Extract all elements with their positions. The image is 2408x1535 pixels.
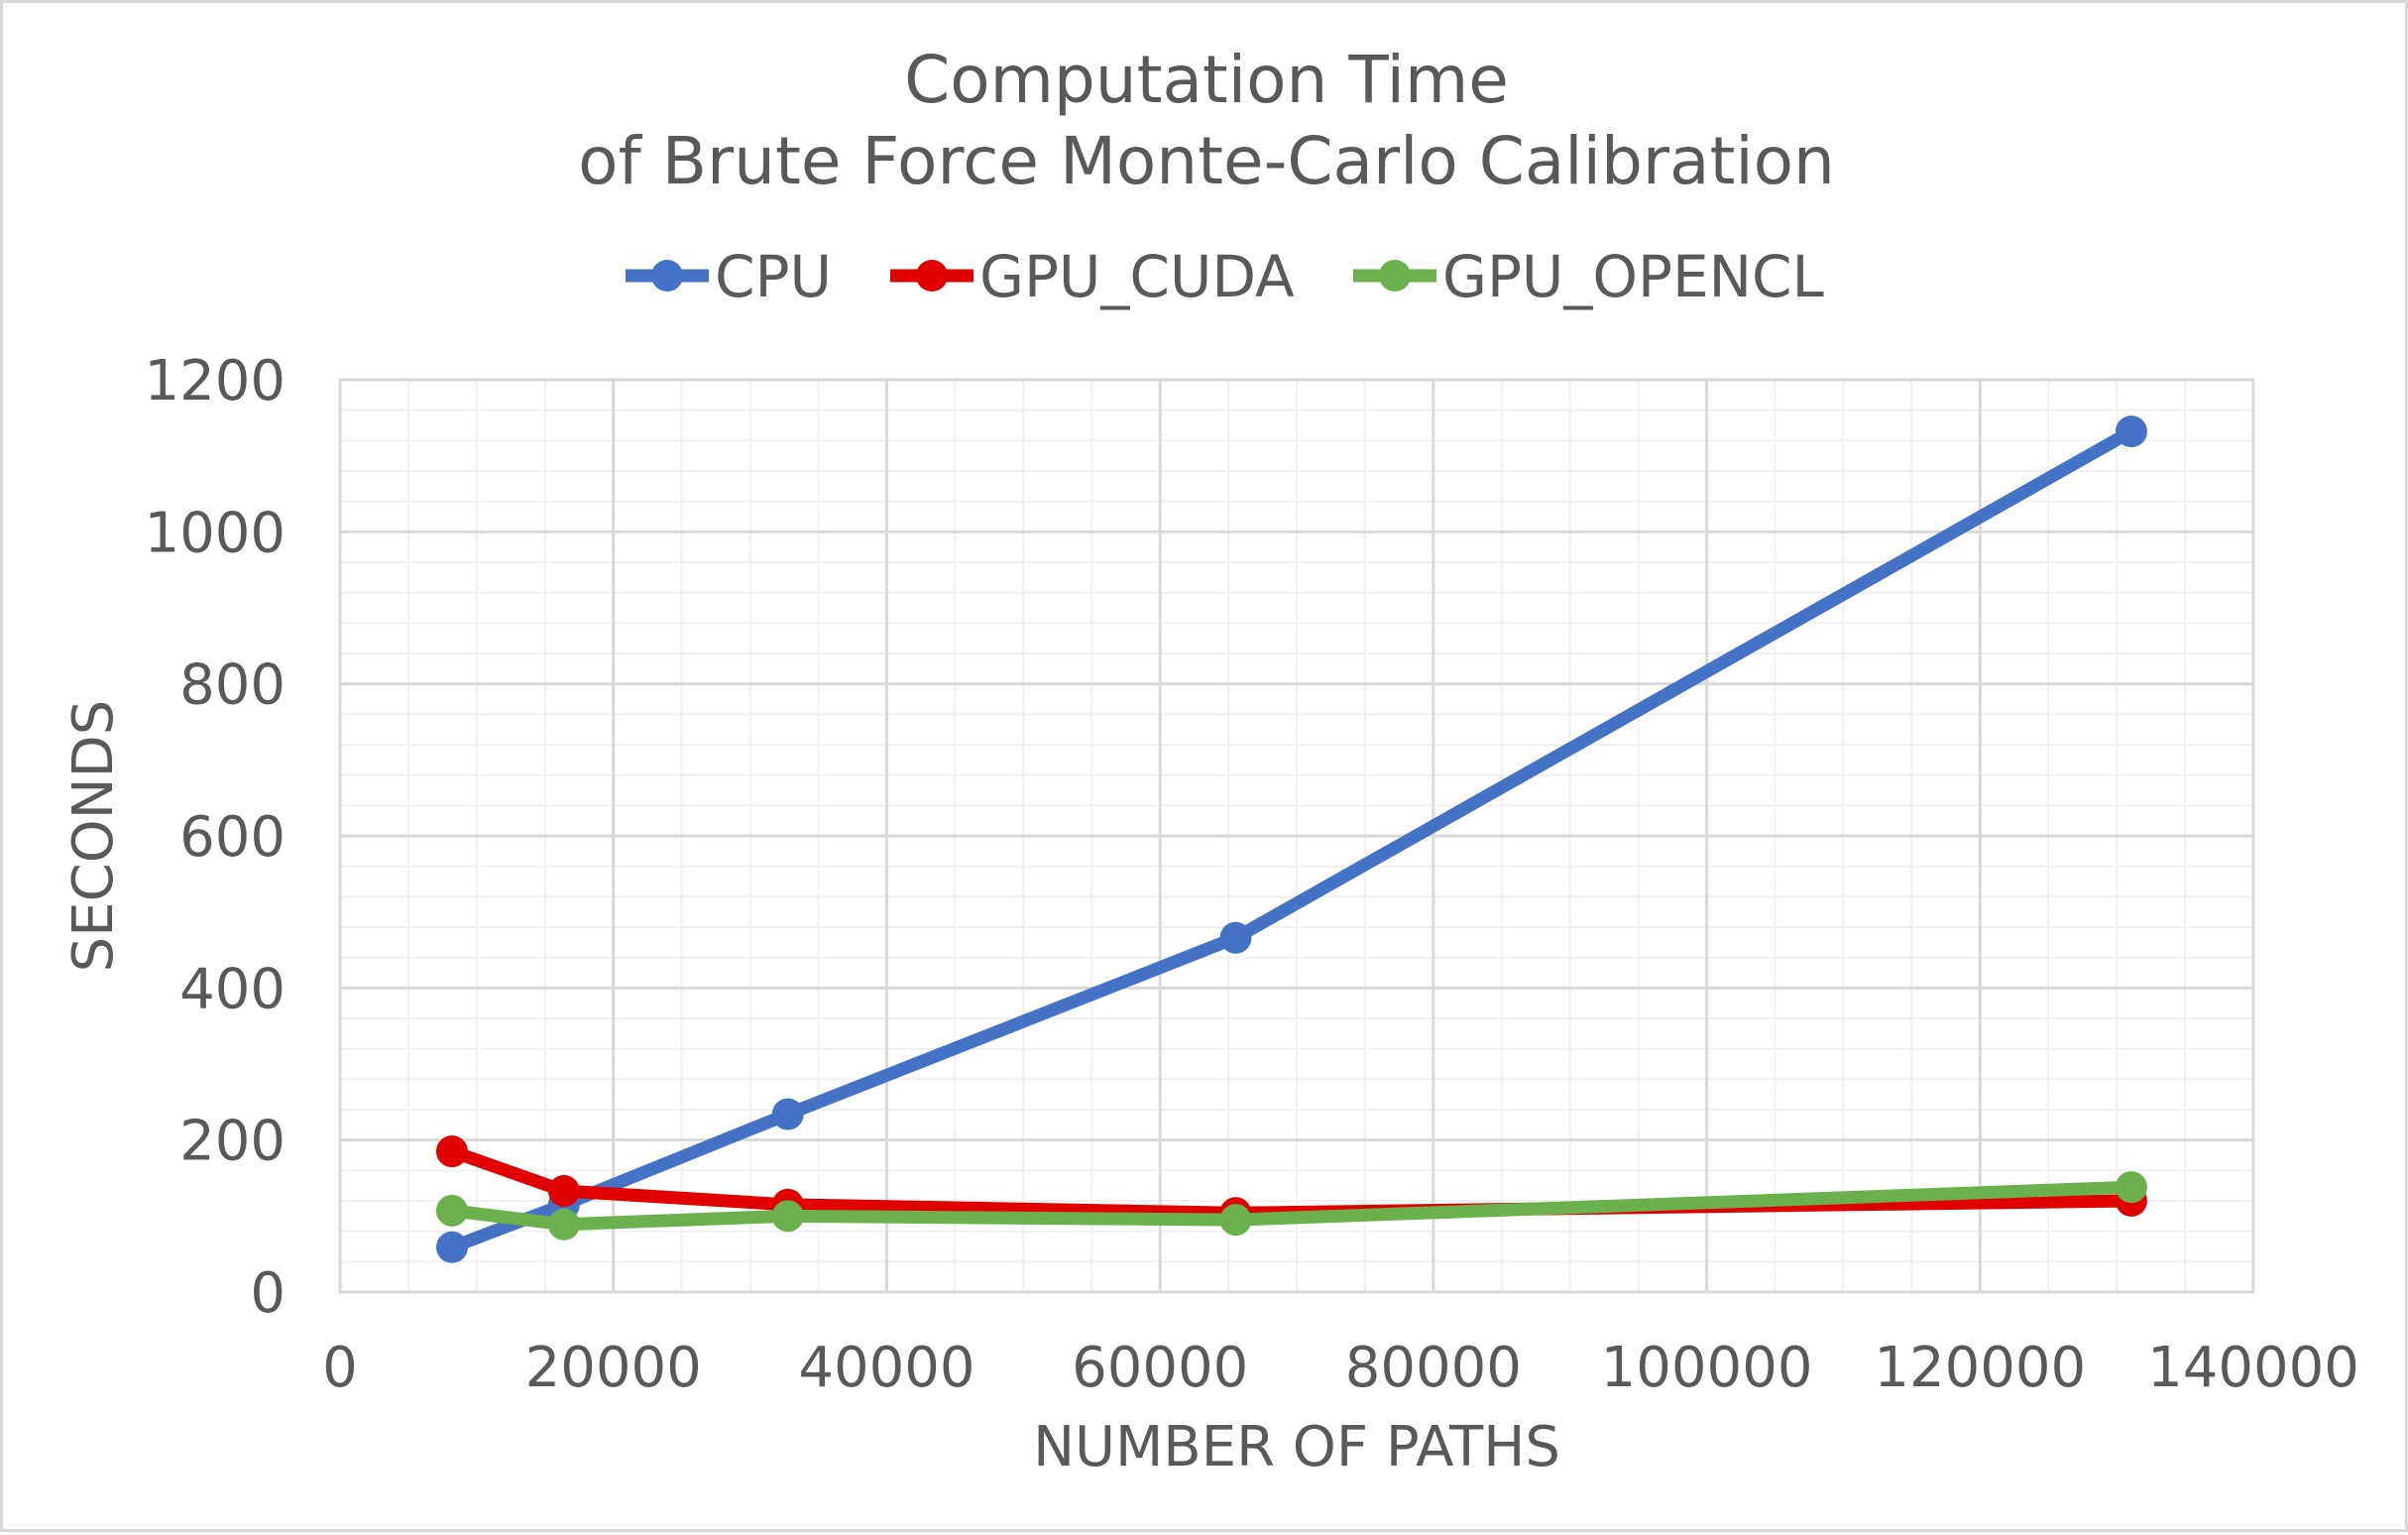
series-lines <box>435 415 2147 1263</box>
data-point-gpu-opencl <box>771 1200 804 1233</box>
x-tick-label: 80000 <box>1345 1336 1522 1400</box>
legend-item-gpu-cuda: GPU_CUDA <box>890 243 1295 310</box>
series-line-cpu <box>445 424 2138 1254</box>
x-axis-title: NUMBER OF PATHS <box>1033 1415 1560 1479</box>
legend: CPU GPU_CUDA GPU_OPENCL <box>626 243 1824 310</box>
y-tick-label: 400 <box>179 957 286 1021</box>
data-point-cpu <box>2115 415 2147 448</box>
data-point-cpu <box>1219 921 1252 954</box>
series-line-gpu-cuda <box>445 1144 2138 1220</box>
legend-swatch-marker <box>916 260 948 292</box>
plot-area-border <box>338 378 2255 1294</box>
data-point-gpu-opencl <box>435 1194 468 1227</box>
y-tick-label: 200 <box>179 1110 286 1174</box>
legend-item-cpu: CPU <box>626 243 832 310</box>
y-tick-label: 800 <box>179 653 286 718</box>
legend-label: GPU_CUDA <box>979 243 1295 310</box>
data-point-gpu-opencl <box>2115 1171 2147 1204</box>
data-point-gpu-opencl <box>1219 1204 1252 1237</box>
x-tick-label: 0 <box>322 1336 358 1400</box>
y-axis-title: SECONDS <box>61 700 126 973</box>
major-gridlines <box>340 380 2253 1292</box>
x-tick-label: 100000 <box>1601 1336 1813 1400</box>
chart-title: Computation Time of Brute Force Monte-Ca… <box>578 42 1835 199</box>
legend-label: CPU <box>715 243 832 310</box>
x-tick-label: 140000 <box>2147 1336 2359 1400</box>
y-tick-label: 1000 <box>144 501 286 565</box>
x-tick-label: 40000 <box>798 1336 975 1400</box>
x-tick-label: 20000 <box>525 1336 702 1400</box>
y-axis-tick-labels: 0 200 400 600 800 1000 1200 <box>144 349 286 1326</box>
series-cpu <box>435 415 2147 1263</box>
data-point-gpu-opencl <box>547 1208 580 1240</box>
legend-label: GPU_OPENCL <box>1442 243 1824 310</box>
data-point-gpu-cuda <box>547 1175 580 1208</box>
y-tick-label: 0 <box>250 1261 286 1326</box>
data-point-cpu <box>435 1231 468 1263</box>
data-point-gpu-cuda <box>435 1135 468 1168</box>
series-gpu-opencl <box>435 1171 2147 1240</box>
x-axis-tick-labels: 0 20000 40000 60000 80000 100000 120000 140000 <box>322 1336 2359 1400</box>
chart-title-line-1: Computation Time <box>904 42 1509 118</box>
x-tick-label: 120000 <box>1874 1336 2086 1400</box>
line-chart: Computation Time of Brute Force Monte-Ca… <box>61 42 2359 1479</box>
legend-swatch-marker <box>651 260 683 292</box>
legend-item-gpu-opencl: GPU_OPENCL <box>1353 243 1824 310</box>
data-point-cpu <box>771 1098 804 1130</box>
x-tick-label: 60000 <box>1072 1336 1248 1400</box>
chart-title-line-2: of Brute Force Monte-Carlo Calibration <box>578 123 1835 199</box>
y-tick-label: 1200 <box>144 349 286 413</box>
legend-swatch-marker <box>1379 260 1411 292</box>
y-tick-label: 600 <box>179 805 286 870</box>
